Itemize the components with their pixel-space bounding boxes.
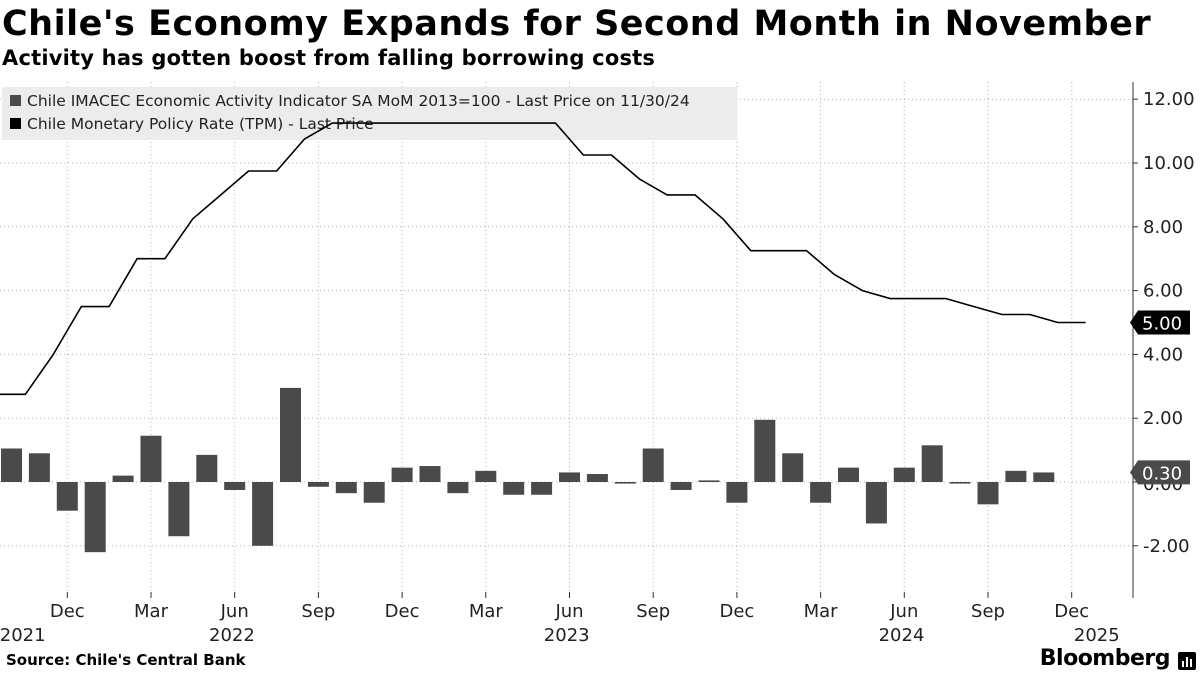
tpm-line — [0, 122, 1086, 396]
bar-28 — [754, 419, 776, 482]
y-tick-label: -2.00 — [1143, 536, 1190, 557]
line-series — [0, 122, 1086, 396]
bloomberg-chart-icon — [1178, 652, 1196, 670]
bar-16 — [419, 466, 441, 482]
y-tick-label: 12.00 — [1143, 89, 1195, 110]
bar-22 — [586, 474, 608, 482]
x-tick-label: Dec — [385, 601, 420, 622]
last-value-tpm: 5.00 — [1142, 314, 1182, 335]
y-tick-label: 6.00 — [1143, 281, 1183, 302]
bar-12 — [307, 482, 329, 487]
legend-label-tpm: Chile Monetary Policy Rate (TPM) - Last … — [27, 115, 374, 133]
year-label: 2022 — [209, 625, 255, 646]
bar-35 — [949, 482, 971, 484]
bar-34 — [921, 445, 943, 482]
bar-13 — [335, 482, 357, 494]
x-tick-label: Jun — [220, 601, 249, 622]
bar-8 — [196, 454, 218, 482]
last-value-tpm-bg — [1130, 310, 1190, 335]
x-tick-label: Dec — [1054, 601, 1089, 622]
bar-27 — [726, 482, 748, 503]
bar-25 — [670, 482, 692, 490]
bar-5 — [112, 475, 134, 482]
bar-32 — [865, 482, 887, 524]
bar-20 — [531, 482, 553, 495]
bar-1 — [1, 448, 22, 482]
bloomberg-logo: Bloomberg — [1039, 646, 1171, 671]
bar-7 — [168, 482, 190, 537]
year-label: 2021 — [0, 625, 46, 646]
chart-subtitle: Activity has gotten boost from falling b… — [2, 46, 656, 70]
x-tick-label: Sep — [636, 601, 670, 622]
bar-38 — [1033, 472, 1055, 482]
bar-10 — [252, 482, 274, 546]
year-label: 2025 — [1074, 625, 1120, 646]
bar-9 — [224, 482, 246, 490]
bar-21 — [559, 472, 580, 482]
x-tick-label: Mar — [134, 601, 169, 622]
bar-37 — [1005, 470, 1027, 482]
bar-series — [1, 387, 1055, 553]
bar-26 — [698, 480, 720, 482]
source-note: Source: Chile's Central Bank — [6, 651, 246, 669]
x-tick-label: Dec — [719, 601, 754, 622]
year-label: 2023 — [544, 625, 590, 646]
x-tick-label: Mar — [804, 601, 839, 622]
year-label: 2024 — [879, 625, 925, 646]
x-tick-label: Jun — [889, 601, 918, 622]
y-tick-label: 4.00 — [1143, 344, 1183, 365]
x-tick-label: Dec — [50, 601, 85, 622]
y-tick-label: 2.00 — [1143, 408, 1183, 429]
bar-17 — [447, 482, 469, 494]
legend-background — [2, 87, 737, 140]
bar-30 — [810, 482, 832, 503]
legend: Chile IMACEC Economic Activity Indicator… — [10, 92, 690, 133]
y-tick-label: 10.00 — [1143, 153, 1195, 174]
axes — [66, 82, 1138, 598]
bar-6 — [140, 435, 162, 482]
bar-2 — [28, 453, 50, 482]
legend-swatch-imacec — [10, 95, 21, 106]
bar-19 — [503, 482, 525, 495]
chart-title: Chile's Economy Expands for Second Month… — [2, 4, 1152, 44]
bar-23 — [614, 482, 636, 484]
bar-11 — [280, 387, 301, 482]
last-value-imacec: 0.30 — [1142, 463, 1182, 484]
x-tick-label: Jun — [554, 601, 583, 622]
last-value-imacec-bg — [1130, 460, 1190, 485]
bar-36 — [977, 482, 999, 505]
bar-3 — [56, 482, 78, 511]
legend-swatch-tpm — [10, 118, 21, 129]
bar-14 — [363, 482, 385, 503]
x-tick-label: Mar — [469, 601, 504, 622]
bar-4 — [84, 482, 106, 553]
bar-29 — [782, 453, 804, 482]
legend-label-imacec: Chile IMACEC Economic Activity Indicator… — [27, 92, 690, 110]
bar-31 — [838, 467, 859, 482]
bar-15 — [391, 467, 413, 482]
bar-18 — [475, 470, 497, 482]
y-tick-label: 8.00 — [1143, 217, 1183, 238]
bar-33 — [893, 467, 915, 482]
x-tick-label: Sep — [971, 601, 1005, 622]
x-tick-label: Sep — [301, 601, 335, 622]
bar-24 — [642, 448, 664, 482]
